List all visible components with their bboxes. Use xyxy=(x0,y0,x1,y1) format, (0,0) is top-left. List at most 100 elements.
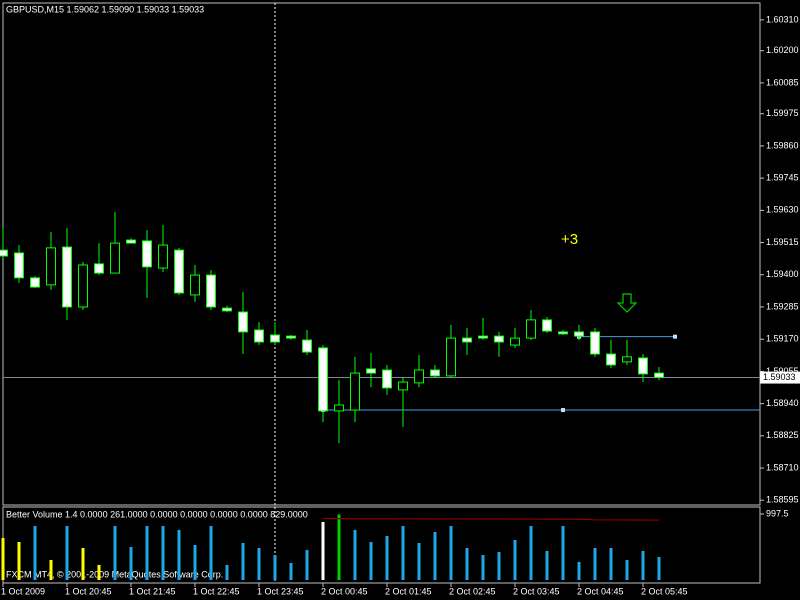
candle-body xyxy=(622,356,632,363)
candle-body xyxy=(430,369,440,377)
volume-bar xyxy=(257,547,261,580)
bid-label: 1.59033 xyxy=(763,372,796,382)
signal-arrow xyxy=(616,293,638,313)
candle-body xyxy=(654,372,664,379)
candle-body xyxy=(158,244,168,269)
volume-bar xyxy=(177,529,181,580)
y-tick-label: 1.58825 xyxy=(766,430,799,440)
volume-bar xyxy=(129,546,133,580)
annotation: +3 xyxy=(561,231,578,248)
candle-body xyxy=(366,368,376,374)
volume-bar xyxy=(33,526,37,580)
x-tick-label: 2 Oct 02:45 xyxy=(449,586,496,596)
volume-bar xyxy=(337,514,341,580)
volume-bar xyxy=(225,564,229,580)
x-tick-label: 2 Oct 00:45 xyxy=(321,586,368,596)
chart-header: GBPUSD,M15 1.59062 1.59090 1.59033 1.590… xyxy=(6,4,204,14)
volume-bar xyxy=(593,547,597,580)
volume-bar xyxy=(161,526,165,580)
x-tick-label: 1 Oct 22:45 xyxy=(193,586,240,596)
volume-bar xyxy=(17,542,21,580)
candle-body xyxy=(14,252,24,279)
candle-body xyxy=(0,249,8,257)
volume-bar xyxy=(577,562,581,580)
y-tick-label: 1.58710 xyxy=(766,462,799,472)
candle-body xyxy=(142,240,152,268)
x-tick-label: 1 Oct 21:45 xyxy=(129,586,176,596)
y-tick-label: 1.59860 xyxy=(766,140,799,150)
y-tick-label: 1.59400 xyxy=(766,269,799,279)
volume-bar xyxy=(529,526,533,580)
volume-bar xyxy=(353,529,357,580)
candle-body xyxy=(302,339,312,353)
y-tick-label: 1.59515 xyxy=(766,237,799,247)
candle-body xyxy=(542,319,552,332)
candle-body xyxy=(494,335,504,343)
volume-bar xyxy=(97,564,101,580)
volume-bar xyxy=(625,560,629,580)
candle-body xyxy=(510,337,520,346)
candle-body xyxy=(206,274,216,308)
candle-body xyxy=(222,307,232,312)
bid-box xyxy=(760,371,800,384)
candle-body xyxy=(334,404,344,412)
x-tick-label: 2 Oct 04:45 xyxy=(577,586,624,596)
y-tick-label: 1.60310 xyxy=(766,14,799,24)
volume-bar xyxy=(369,542,373,580)
volume-bar xyxy=(401,526,405,580)
x-tick-label: 1 Oct 20:45 xyxy=(65,586,112,596)
y-tick-label: 1.59055 xyxy=(766,366,799,376)
volume-bar xyxy=(497,552,501,580)
volume-bar xyxy=(321,521,325,580)
candle-body xyxy=(190,274,200,296)
volume-bar xyxy=(113,526,117,580)
volume-bar xyxy=(609,547,613,580)
y-tick-label: 1.59630 xyxy=(766,205,799,215)
volume-bar xyxy=(209,526,213,580)
candle-body xyxy=(414,369,424,384)
y-tick-label: 997.5 xyxy=(766,508,789,518)
candle-body xyxy=(638,357,648,375)
candle-body xyxy=(174,249,184,294)
volume-bar xyxy=(449,526,453,580)
candle-body xyxy=(526,319,536,339)
candle-body xyxy=(558,331,568,335)
candle-body xyxy=(110,242,120,274)
volume-bar xyxy=(81,547,85,580)
x-tick-label: 1 Oct 23:45 xyxy=(257,586,304,596)
trend-handle xyxy=(561,408,565,413)
volume-bar xyxy=(465,547,469,580)
volume-bar xyxy=(657,556,661,580)
x-tick-label: 2 Oct 01:45 xyxy=(385,586,432,596)
volume-bar xyxy=(145,526,149,580)
y-tick-label: 1.59745 xyxy=(766,173,799,183)
candle-body xyxy=(590,331,600,355)
volume-bar xyxy=(545,551,549,580)
volume-bar xyxy=(1,537,5,580)
x-tick-label: 2 Oct 03:45 xyxy=(513,586,560,596)
volume-bar xyxy=(273,554,277,580)
volume-bar xyxy=(289,562,293,580)
candle-body xyxy=(318,347,328,412)
candle-body xyxy=(254,329,264,343)
y-tick-label: 1.60085 xyxy=(766,77,799,87)
y-tick-label: 1.59285 xyxy=(766,301,799,311)
candle-body xyxy=(478,335,488,339)
candle-body xyxy=(446,337,456,377)
volume-bar xyxy=(513,539,517,580)
candle-body xyxy=(94,263,104,274)
candle-body xyxy=(606,353,616,366)
candle-body xyxy=(238,311,248,333)
volume-bar xyxy=(561,526,565,580)
volume-bar xyxy=(65,526,69,580)
volume-bar xyxy=(241,543,245,580)
volume-bar xyxy=(641,551,645,580)
volume-bar xyxy=(417,543,421,580)
candle-body xyxy=(462,337,472,343)
volume-bar xyxy=(433,532,437,580)
candle-body xyxy=(382,369,392,389)
candle-body xyxy=(398,381,408,391)
x-tick-label: 2 Oct 05:45 xyxy=(641,586,688,596)
